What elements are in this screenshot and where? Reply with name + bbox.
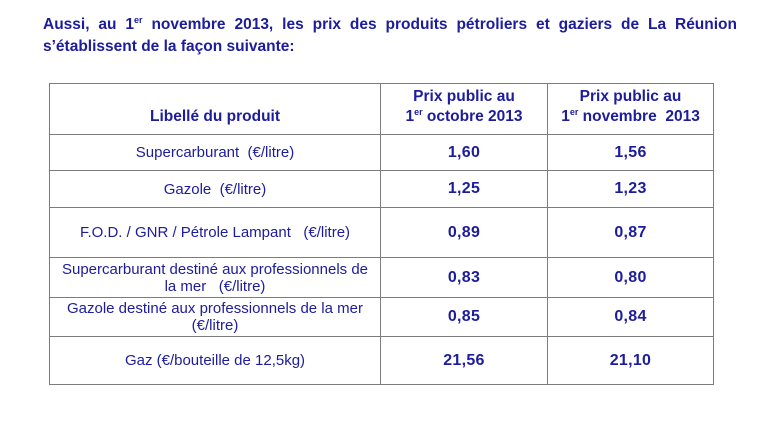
col-header-october-day: 1 — [405, 108, 415, 125]
col-header-november: Prix public au 1er novembre 2013 — [547, 83, 714, 135]
table-row: F.O.D. / GNR / Pétrole Lampant (€/litre)… — [49, 207, 714, 258]
col-header-october-month: octobre 2013 — [422, 108, 523, 125]
col-header-november-line1: Prix public au — [579, 88, 682, 105]
price-november: 1,23 — [547, 170, 714, 208]
table-header-row: Libellé du produit Prix public au 1er oct… — [49, 83, 714, 135]
col-header-october-line1: Prix public au — [413, 88, 515, 105]
intro-line-2: s’établissent de la façon suivante: — [43, 38, 295, 55]
price-october: 0,89 — [380, 207, 548, 258]
col-header-november-superscript: er — [569, 106, 579, 117]
product-label: Supercarburant destiné aux professionnel… — [49, 257, 381, 298]
col-header-october-superscript: er — [414, 106, 423, 117]
intro-line-1: Aussi, au 1er novembre 2013, les prix de… — [43, 14, 737, 36]
table-row: Gazole destiné aux professionnels de la … — [49, 297, 714, 337]
table-row: Gazole (€/litre) 1,25 1,23 — [49, 170, 714, 208]
col-header-november-day: 1 — [561, 108, 570, 125]
table-row: Gaz (€/bouteille de 12,5kg) 21,56 21,10 — [49, 336, 714, 385]
fuel-price-table: Libellé du produit Prix public au 1er oct… — [49, 83, 714, 385]
price-october: 1,25 — [380, 170, 548, 208]
col-header-november-month: novembre 2013 — [578, 108, 700, 125]
col-header-product: Libellé du produit — [49, 83, 381, 135]
product-label: Gazole destiné aux professionnels de la … — [49, 297, 381, 337]
price-november: 1,56 — [547, 134, 714, 171]
price-november: 0,87 — [547, 207, 714, 258]
product-label: Gazole (€/litre) — [49, 170, 381, 208]
intro-paragraph: Aussi, au 1er novembre 2013, les prix de… — [43, 14, 737, 58]
price-october: 21,56 — [380, 336, 548, 385]
col-header-october: Prix public au 1er octobre 2013 — [380, 83, 548, 135]
price-november: 0,84 — [547, 297, 714, 337]
price-november: 0,80 — [547, 257, 714, 298]
price-november: 21,10 — [547, 336, 714, 385]
price-october: 1,60 — [380, 134, 548, 171]
intro-text-pre: Aussi, au 1 — [43, 16, 135, 33]
product-label: Supercarburant (€/litre) — [49, 134, 381, 171]
intro-text-post: novembre 2013, les prix des produits pét… — [142, 16, 737, 33]
table-row: Supercarburant destiné aux professionnel… — [49, 257, 714, 298]
intro-superscript: er — [134, 14, 143, 25]
price-october: 0,85 — [380, 297, 548, 337]
table-row: Supercarburant (€/litre) 1,60 1,56 — [49, 134, 714, 171]
price-october: 0,83 — [380, 257, 548, 298]
product-label: F.O.D. / GNR / Pétrole Lampant (€/litre) — [49, 207, 381, 258]
product-label: Gaz (€/bouteille de 12,5kg) — [49, 336, 381, 385]
